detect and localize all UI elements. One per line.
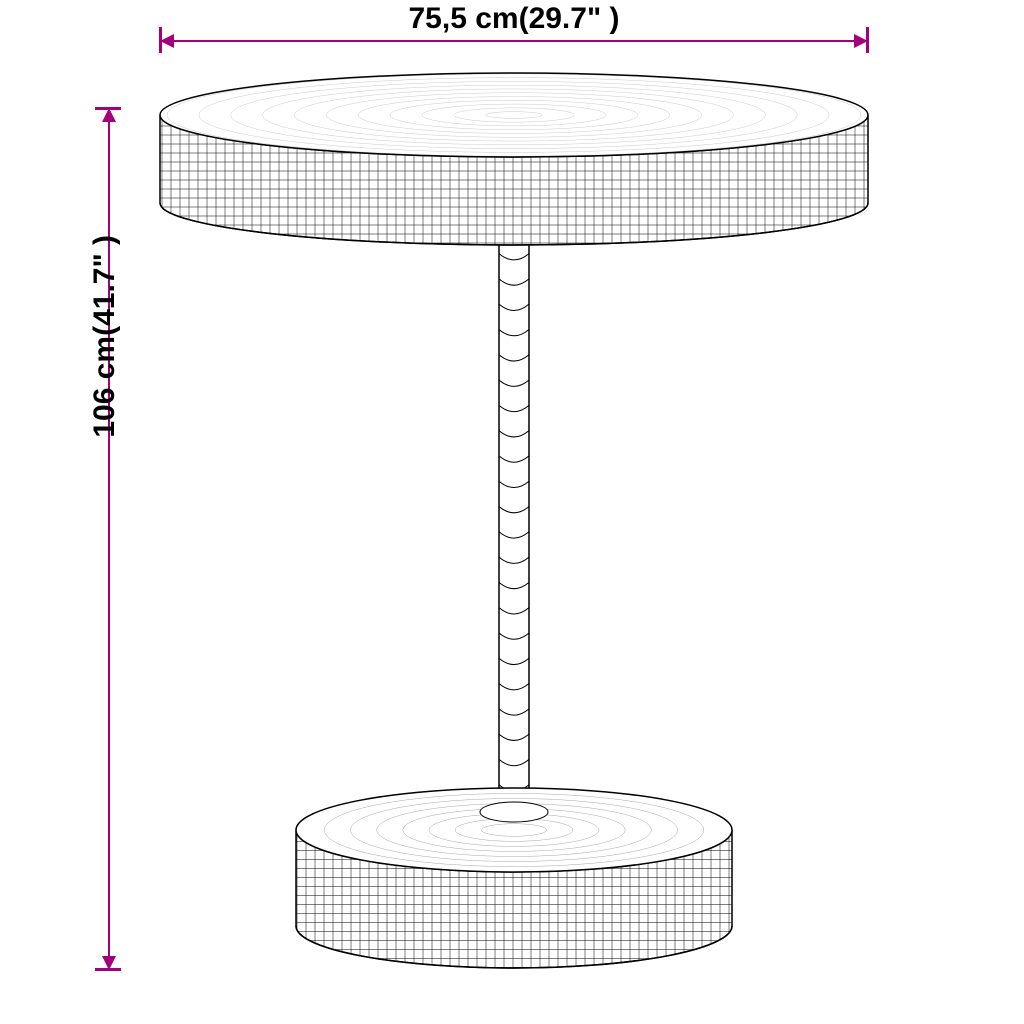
diagram-stage: 75,5 cm(29.7" ) 106 cm(41.7" )	[0, 0, 1024, 1024]
table-line-drawing	[0, 0, 1024, 1024]
